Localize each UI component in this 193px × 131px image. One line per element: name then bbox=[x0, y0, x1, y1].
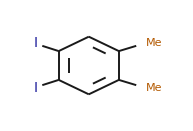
Text: I: I bbox=[34, 81, 37, 95]
Text: Me: Me bbox=[146, 83, 162, 93]
Text: Me: Me bbox=[146, 38, 162, 48]
Text: I: I bbox=[34, 36, 37, 50]
